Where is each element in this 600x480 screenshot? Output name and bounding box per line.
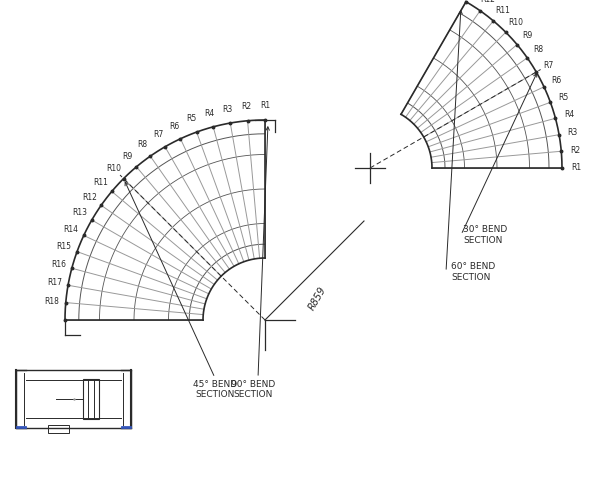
- Text: R11: R11: [94, 178, 109, 187]
- Text: R5: R5: [559, 93, 569, 102]
- Text: R2: R2: [570, 145, 580, 155]
- Text: R18: R18: [44, 297, 59, 306]
- Text: R4: R4: [564, 110, 574, 119]
- Text: R859: R859: [307, 285, 329, 312]
- Text: R12: R12: [82, 193, 97, 202]
- Text: R1: R1: [571, 164, 581, 172]
- Text: R6: R6: [551, 76, 562, 85]
- Text: R12: R12: [481, 0, 496, 4]
- Text: R10: R10: [106, 164, 121, 173]
- Text: R8: R8: [533, 45, 544, 54]
- Text: R4: R4: [205, 109, 215, 118]
- Text: R7: R7: [543, 60, 554, 70]
- Text: R1: R1: [260, 101, 270, 110]
- Text: 60° BEND
SECTION: 60° BEND SECTION: [451, 262, 495, 282]
- Text: R3: R3: [223, 105, 233, 114]
- Text: R13: R13: [72, 208, 87, 217]
- Bar: [83, 379, 99, 420]
- Text: R2: R2: [241, 102, 251, 111]
- Text: R14: R14: [64, 225, 79, 234]
- Text: R11: R11: [495, 6, 510, 15]
- Text: R10: R10: [508, 18, 523, 27]
- Text: R16: R16: [51, 260, 66, 269]
- Text: 30° BEND
SECTION: 30° BEND SECTION: [463, 225, 507, 245]
- Text: R17: R17: [47, 278, 62, 288]
- Text: 45° BEND
SECTION: 45° BEND SECTION: [193, 380, 237, 399]
- Text: R5: R5: [187, 114, 197, 123]
- Text: R8: R8: [137, 140, 148, 149]
- Text: 90° BEND
SECTION: 90° BEND SECTION: [231, 380, 275, 399]
- Text: R3: R3: [568, 128, 578, 137]
- Text: R9: R9: [122, 152, 133, 161]
- Text: R7: R7: [153, 130, 163, 139]
- Bar: [48, 425, 69, 433]
- Text: R15: R15: [56, 242, 71, 252]
- Text: R9: R9: [523, 31, 533, 40]
- Text: R6: R6: [169, 121, 179, 131]
